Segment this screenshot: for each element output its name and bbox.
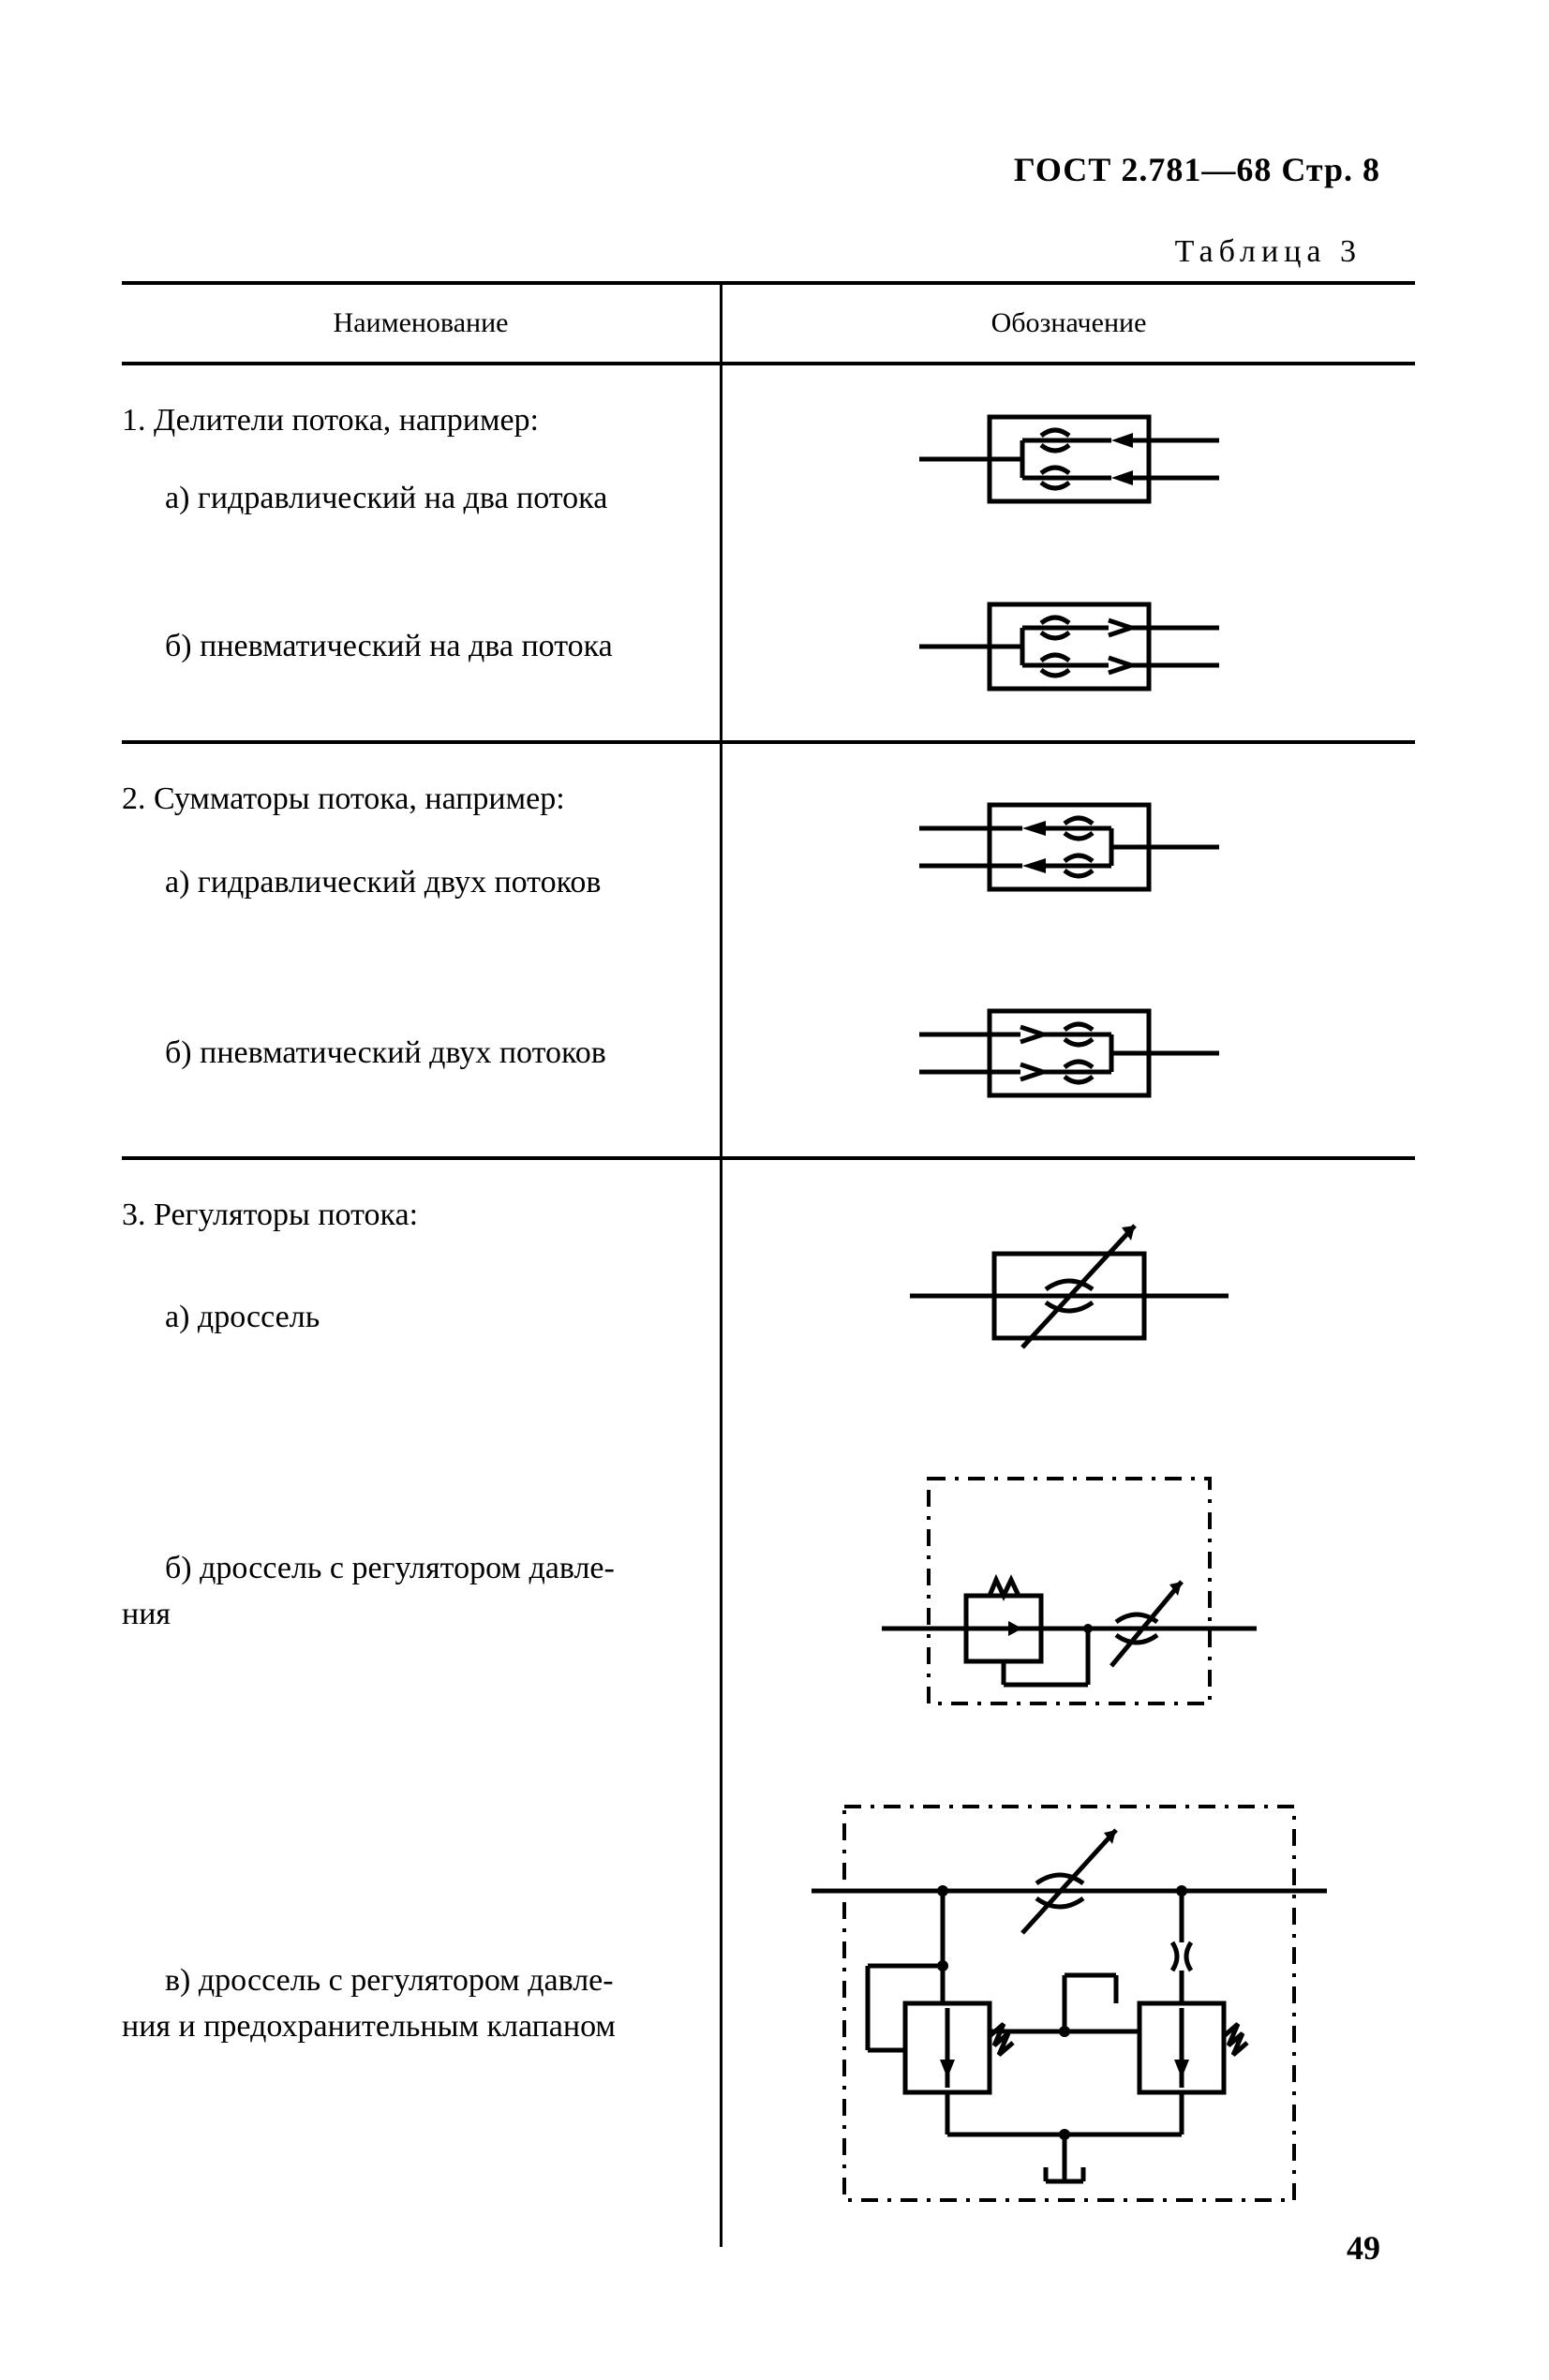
row-sub-line2: ния и предохранительным клапаном xyxy=(122,2009,616,2044)
row-sub: б) пневматический на два потока xyxy=(122,623,720,669)
divider-pneumatic-icon xyxy=(901,586,1238,707)
row-sub: а) гидравлический двух потоков xyxy=(122,859,720,905)
table-row: б) пневматический на два потока xyxy=(122,553,1415,742)
row-head: 3. Регуляторы потока: xyxy=(122,1192,720,1238)
table-row: 3. Регуляторы потока: а) дроссель xyxy=(122,1158,1415,1422)
row-sub-line1: б) дроссель с регулятором давле- xyxy=(122,1545,720,1591)
row-sub: б) пневматический двух потоков xyxy=(122,1030,720,1076)
throttle-pressreg-icon xyxy=(872,1450,1266,1732)
row-head: 2. Сумматоры потока, например: xyxy=(122,776,720,822)
row-head: 1. Делители потока, например: xyxy=(122,397,720,443)
row-sub-line1: в) дроссель с регулятором давле- xyxy=(122,1957,720,2003)
page-number: 49 xyxy=(1347,2228,1380,2268)
table-caption: Таблица 3 xyxy=(1175,234,1362,270)
table-row: 2. Сумматоры потока, например: а) гидрав… xyxy=(122,742,1415,950)
table-row: в) дроссель с регулятором давле- ния и п… xyxy=(122,1760,1415,2247)
col-name-header: Наименование xyxy=(122,283,722,364)
doc-header: ГОСТ 2.781—68 Стр. 8 xyxy=(1014,150,1380,189)
summator-hydraulic-icon xyxy=(901,786,1238,908)
row-sub-line2: ния xyxy=(122,1597,171,1631)
page: ГОСТ 2.781—68 Стр. 8 Таблица 3 Наименова… xyxy=(0,0,1549,2380)
table-row: б) пневматический двух потоков xyxy=(122,950,1415,1158)
symbol-table: Наименование Обозначение 1. Делители пот… xyxy=(122,281,1415,2247)
row-sub: а) гидравлический на два потока xyxy=(122,475,720,521)
throttle-icon xyxy=(891,1197,1247,1385)
table-row: б) дроссель с регулятором давле- ния xyxy=(122,1422,1415,1760)
row-sub: а) дроссель xyxy=(122,1294,720,1340)
summator-pneumatic-icon xyxy=(901,992,1238,1114)
col-symbol-header: Обозначение xyxy=(722,283,1415,364)
throttle-pressreg-relief-icon xyxy=(807,1778,1332,2228)
divider-hydraulic-icon xyxy=(901,398,1238,520)
table-row: 1. Делители потока, например: а) гидравл… xyxy=(122,364,1415,553)
